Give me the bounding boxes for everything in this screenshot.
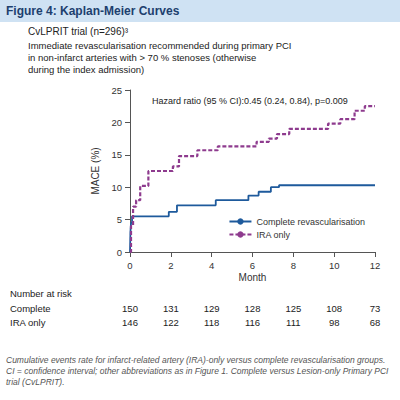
svg-text:15: 15	[111, 149, 122, 160]
svg-text:IRA only: IRA only	[10, 317, 46, 328]
svg-text:125: 125	[285, 303, 301, 314]
svg-text:5: 5	[117, 214, 122, 225]
svg-text:20: 20	[111, 117, 122, 128]
svg-text:6: 6	[250, 260, 255, 271]
svg-text:0: 0	[127, 260, 132, 271]
svg-text:2: 2	[168, 260, 173, 271]
svg-text:Number at risk: Number at risk	[10, 288, 72, 299]
svg-text:116: 116	[245, 317, 260, 328]
svg-text:128: 128	[245, 303, 261, 314]
svg-text:Complete revascularisation: Complete revascularisation	[256, 217, 365, 227]
svg-text:150: 150	[122, 303, 138, 314]
svg-text:146: 146	[122, 317, 138, 328]
svg-text:108: 108	[326, 303, 342, 314]
svg-text:CvLPRIT trial (n=296)³: CvLPRIT trial (n=296)³	[28, 26, 129, 37]
svg-text:Month: Month	[239, 272, 267, 283]
svg-text:Complete: Complete	[10, 303, 51, 314]
svg-text:MACE (%): MACE (%)	[90, 147, 101, 194]
svg-text:4: 4	[209, 260, 214, 271]
html-text:Figure 4: Kaplan-Meier Curves: Figure 4: Kaplan-Meier Curves	[6, 4, 180, 18]
svg-text:IRA only: IRA only	[256, 230, 290, 240]
svg-text:8: 8	[291, 260, 296, 271]
html-text:Cumulative events rate for inf: Cumulative events rate for infarct-relat…	[6, 355, 389, 387]
svg-text:73: 73	[370, 303, 381, 314]
svg-text:0: 0	[117, 247, 122, 258]
svg-text:12: 12	[370, 260, 381, 271]
svg-text:10: 10	[111, 182, 122, 193]
svg-text:129: 129	[204, 303, 220, 314]
svg-text:68: 68	[370, 317, 381, 328]
svg-text:118: 118	[204, 317, 219, 328]
svg-text:98: 98	[329, 317, 340, 328]
svg-text:111: 111	[286, 317, 300, 328]
svg-text:10: 10	[329, 260, 340, 271]
svg-text:Immediate revascularisation re: Immediate revascularisation recommended …	[28, 40, 291, 51]
svg-text:25: 25	[111, 85, 122, 96]
svg-text:131: 131	[163, 303, 179, 314]
svg-text:in non-infarct arteries with >: in non-infarct arteries with > 70 % sten…	[28, 52, 256, 63]
svg-text:122: 122	[163, 317, 179, 328]
svg-text:during the index admission): during the index admission)	[28, 64, 144, 75]
svg-text:Hazard ratio (95 % CI):0.45 (0: Hazard ratio (95 % CI):0.45 (0.24, 0.84)…	[152, 96, 348, 106]
